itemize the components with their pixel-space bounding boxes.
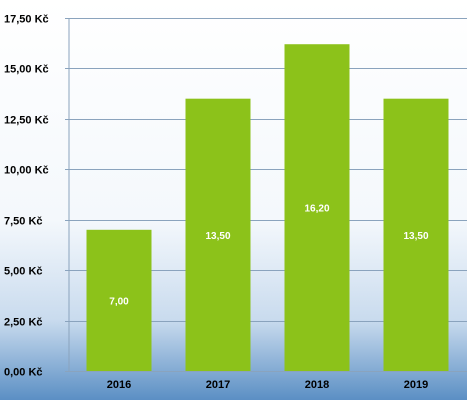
y-tick-label: 5,00 Kč — [4, 266, 43, 278]
y-tick-label: 15,00 Kč — [4, 64, 49, 76]
x-tick-label: 2019 — [404, 379, 428, 391]
data-label: 16,20 — [304, 204, 329, 215]
bar-2018 — [284, 44, 350, 371]
x-axis-tick-labels: 2016 2017 2018 2019 — [107, 379, 428, 391]
y-tick-label: 10,00 Kč — [4, 165, 49, 177]
y-tick-label: 7,50 Kč — [4, 216, 43, 228]
y-tick-label: 2,50 Kč — [4, 317, 43, 329]
x-tick-label: 2017 — [206, 379, 230, 391]
x-tick-label: 2016 — [107, 379, 131, 391]
bar-2016 — [86, 229, 152, 371]
y-tick-label: 0,00 Kč — [4, 367, 43, 379]
data-label: 13,50 — [205, 231, 230, 242]
data-label: 13,50 — [403, 231, 428, 242]
bars: 7,00 13,50 16,20 13,50 — [86, 44, 449, 371]
x-tick-label: 2018 — [305, 379, 329, 391]
y-tick-label: 17,50 Kč — [4, 14, 49, 26]
y-tick-label: 12,50 Kč — [4, 115, 49, 127]
y-axis-tick-labels: 0,00 Kč 2,50 Kč 5,00 Kč 7,50 Kč 10,00 Kč 12,5… — [4, 14, 49, 379]
bar-2017 — [185, 98, 251, 371]
bar-2019 — [383, 98, 449, 371]
data-label: 7,00 — [109, 296, 129, 307]
